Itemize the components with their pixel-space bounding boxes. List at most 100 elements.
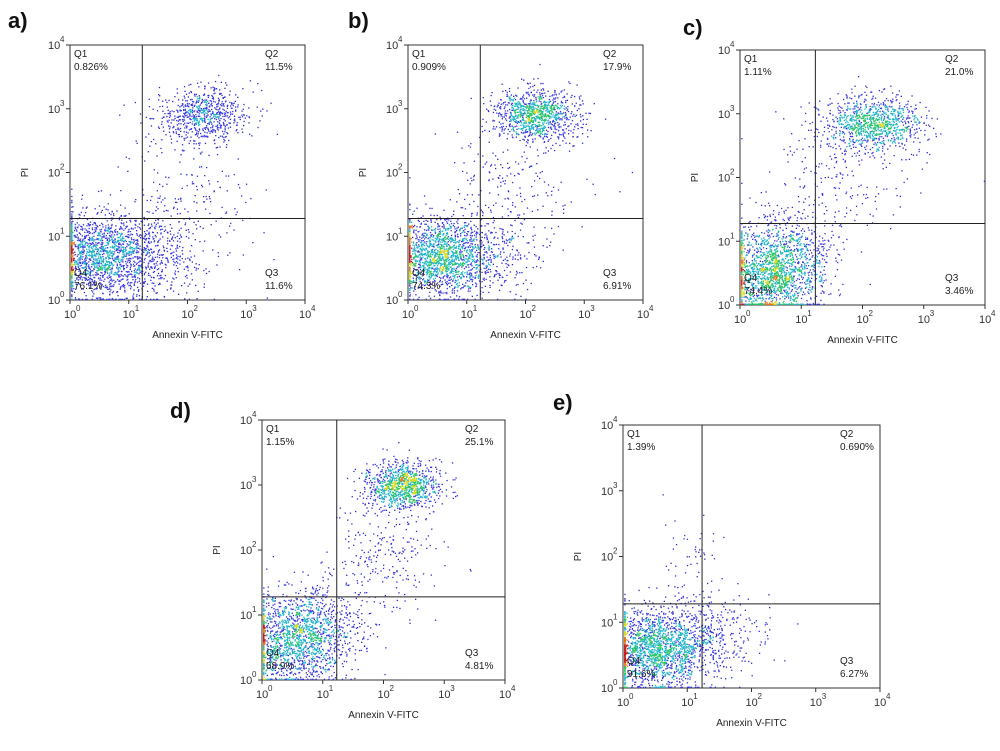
event-dot xyxy=(83,260,85,262)
event-dot xyxy=(101,245,103,248)
event-dot xyxy=(78,247,80,249)
event-dot xyxy=(94,222,96,224)
event-dot xyxy=(93,268,95,271)
event-dot xyxy=(114,241,116,244)
event-dot xyxy=(139,256,141,258)
event-dot xyxy=(122,248,125,251)
event-dot xyxy=(77,245,79,247)
event-dot xyxy=(87,273,89,275)
event-dot xyxy=(89,280,91,282)
event-dot xyxy=(86,273,88,275)
event-dot xyxy=(110,219,113,221)
event-dot xyxy=(111,270,113,272)
event-dot xyxy=(112,247,114,249)
event-dot xyxy=(71,228,73,230)
event-dot xyxy=(105,268,107,270)
event-dot xyxy=(77,226,79,228)
event-dot xyxy=(102,226,104,228)
event-dot xyxy=(107,242,109,244)
event-dot xyxy=(94,258,96,260)
event-dot xyxy=(78,257,80,259)
event-dot xyxy=(71,211,73,213)
event-dot xyxy=(81,244,84,246)
event-dot xyxy=(109,267,111,269)
event-dot xyxy=(73,254,75,256)
event-dot xyxy=(134,219,136,222)
event-dot xyxy=(117,240,119,242)
event-dot xyxy=(116,233,118,235)
event-dot xyxy=(109,227,112,229)
event-dot xyxy=(81,253,83,255)
event-dot xyxy=(78,262,80,264)
event-dot xyxy=(84,231,86,233)
event-dot xyxy=(82,245,84,247)
event-dot xyxy=(122,243,124,245)
event-dot xyxy=(81,243,83,245)
event-dot xyxy=(92,295,94,297)
event-dot xyxy=(91,255,94,257)
event-dot xyxy=(102,242,104,244)
event-dot xyxy=(121,233,123,235)
event-dot xyxy=(197,290,199,292)
event-dot xyxy=(75,268,77,270)
event-dot xyxy=(95,297,98,299)
event-dot xyxy=(87,266,89,268)
event-dot xyxy=(92,263,94,266)
event-dot xyxy=(82,240,84,242)
event-dot xyxy=(87,270,89,272)
event-dot xyxy=(95,253,97,255)
event-dot xyxy=(119,268,121,270)
event-dot xyxy=(96,262,99,264)
event-dot xyxy=(148,223,150,225)
event-dot xyxy=(99,266,101,268)
event-dot xyxy=(122,259,124,261)
event-dot xyxy=(127,283,129,285)
event-dot xyxy=(106,286,108,288)
event-dot xyxy=(102,246,104,248)
event-dot xyxy=(98,297,100,299)
event-dot xyxy=(127,259,129,262)
event-dot xyxy=(118,237,120,239)
event-dot xyxy=(85,277,87,280)
event-dot xyxy=(107,272,109,274)
event-dot xyxy=(124,251,126,253)
event-dot xyxy=(82,248,84,250)
event-dot xyxy=(107,230,109,232)
event-dot xyxy=(74,253,77,256)
event-dot xyxy=(72,266,74,268)
event-dot xyxy=(75,229,78,231)
event-dot xyxy=(113,264,115,266)
event-dot xyxy=(84,228,86,230)
event-dot xyxy=(89,232,92,234)
event-dot xyxy=(103,236,105,238)
event-dot xyxy=(134,281,136,283)
event-dot xyxy=(86,262,88,265)
event-dot xyxy=(102,265,104,267)
event-dot xyxy=(79,278,81,280)
event-dot xyxy=(129,221,132,223)
event-dot xyxy=(81,198,83,200)
event-dot xyxy=(110,261,113,263)
event-dot xyxy=(135,219,137,221)
event-dot xyxy=(91,232,94,235)
event-dot xyxy=(169,248,172,250)
event-dot xyxy=(76,277,78,279)
event-dot xyxy=(130,273,132,275)
event-dot xyxy=(102,260,104,262)
event-dot xyxy=(72,255,74,257)
event-dot xyxy=(112,285,114,288)
event-dot xyxy=(72,250,74,252)
event-dot xyxy=(84,277,86,279)
event-dot xyxy=(100,262,102,265)
event-dot xyxy=(143,251,145,254)
event-dot xyxy=(82,267,85,269)
event-dot xyxy=(127,230,130,232)
event-dot xyxy=(72,268,74,270)
event-dot xyxy=(129,242,132,244)
event-dot xyxy=(77,266,80,268)
event-dot xyxy=(105,244,108,246)
event-dot xyxy=(100,267,102,269)
event-dot xyxy=(104,244,106,247)
event-dot xyxy=(123,255,125,257)
event-dot xyxy=(140,265,142,267)
